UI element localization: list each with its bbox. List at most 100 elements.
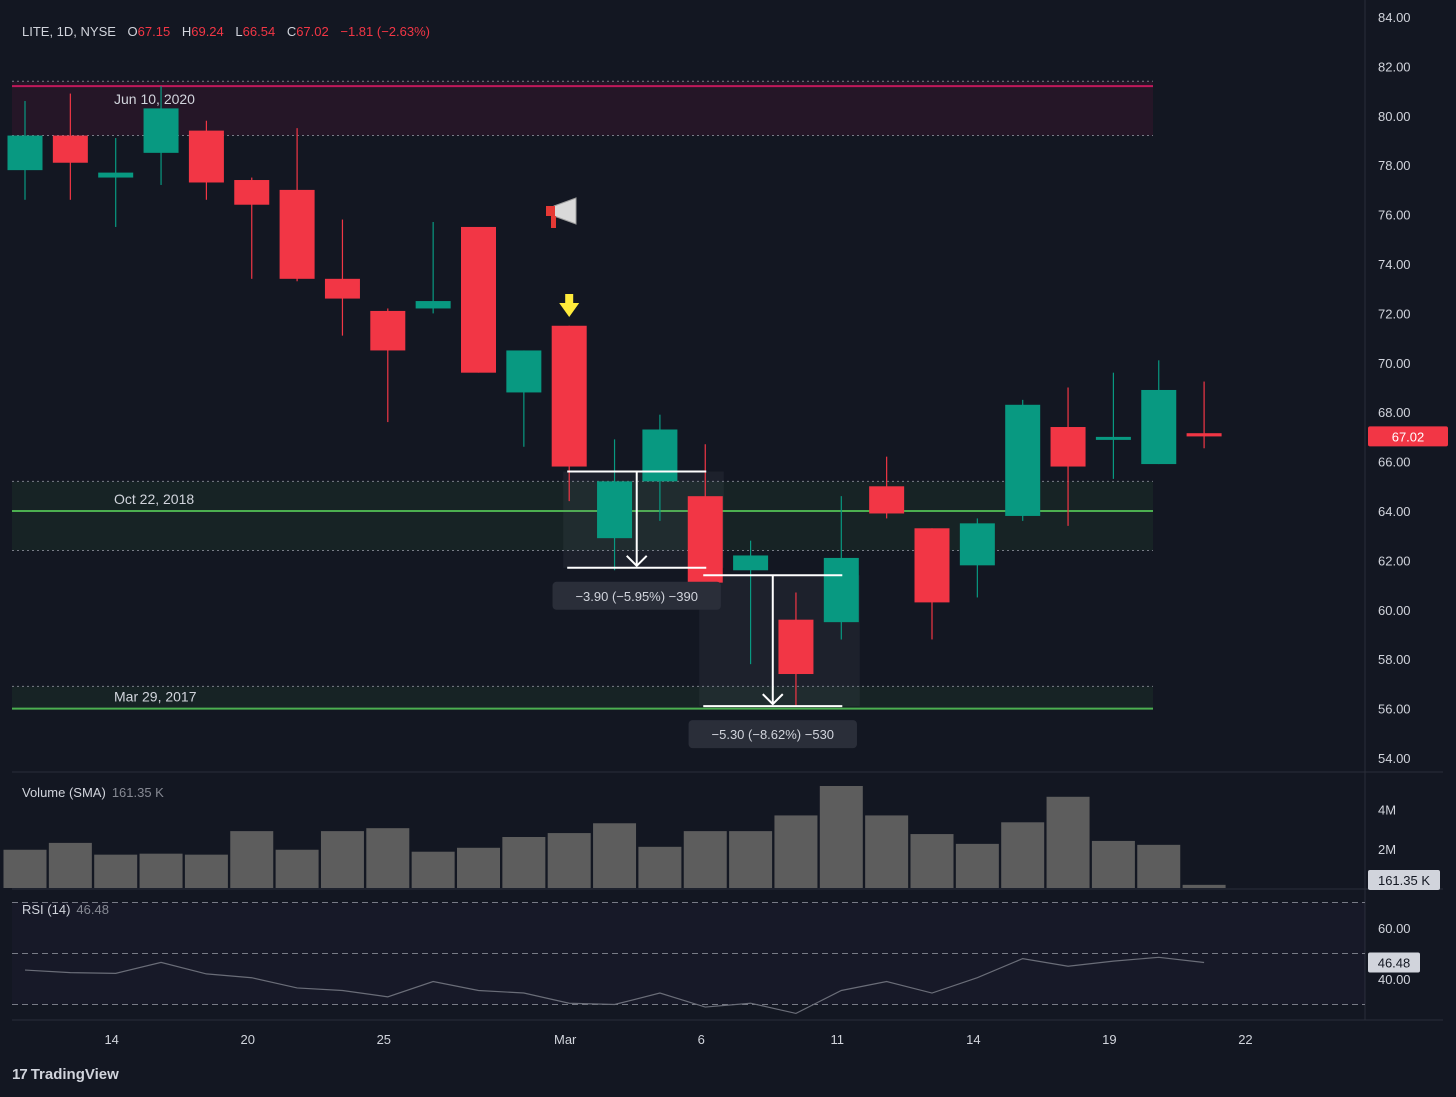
volume-bar	[1001, 822, 1045, 888]
volume-bar	[774, 815, 818, 888]
high-label: H	[181, 24, 192, 39]
measure-label: −3.90 (−5.95%) −390	[575, 589, 698, 604]
time-axis-tick-label: 14	[966, 1032, 980, 1047]
measure-arrow-head	[626, 555, 648, 568]
zone-date-label: Mar 29, 2017	[114, 689, 197, 705]
volume-pane-label[interactable]: Volume (SMA) 161.35 K	[22, 785, 164, 800]
volume-bar	[910, 834, 954, 888]
time-axis-tick-label: 11	[831, 1032, 845, 1047]
rsi-pane-label[interactable]: RSI (14) 46.48	[22, 902, 109, 917]
price-axis-tick-label: 56.00	[1378, 702, 1411, 717]
high-value: 69.24	[191, 24, 224, 39]
time-axis-tick-label: 14	[104, 1032, 118, 1047]
candle-body	[823, 557, 859, 623]
change-value: −1.81 (−2.63%)	[340, 24, 430, 39]
zone-band	[12, 686, 1153, 709]
candle-body	[597, 481, 633, 539]
volume-bar	[1137, 844, 1181, 888]
low-value: 66.54	[242, 24, 276, 39]
volume-bar	[865, 815, 909, 888]
close-label: C	[286, 24, 297, 39]
volume-bar	[366, 828, 410, 888]
candle-body	[914, 528, 950, 603]
volume-current-value: 161.35 K	[111, 785, 164, 800]
tradingview-logo-icon: 17	[12, 1066, 28, 1083]
volume-bar	[457, 847, 500, 888]
price-axis-tick-label: 80.00	[1378, 109, 1411, 124]
candle-body	[551, 325, 587, 467]
price-axis-tick-label: 60.00	[1378, 603, 1411, 618]
price-axis-tick-label: 58.00	[1378, 652, 1411, 667]
candle-body	[234, 180, 270, 205]
volume-bar	[3, 849, 47, 888]
volume-bar	[275, 849, 319, 888]
time-axis-tick-label: 20	[241, 1032, 255, 1047]
price-axis-tick-label: 70.00	[1378, 356, 1411, 371]
volume-title: Volume (SMA)	[22, 785, 106, 800]
volume-bar	[139, 853, 183, 888]
price-axis-tick-label: 64.00	[1378, 504, 1411, 519]
volume-axis-tick-label: 4M	[1378, 803, 1396, 818]
volume-bar	[593, 823, 637, 888]
candle-body	[188, 130, 224, 183]
tradingview-footer[interactable]: 17 TradingView	[12, 1066, 119, 1083]
volume-bar	[94, 854, 138, 888]
low-label: L	[235, 24, 243, 39]
close-value: 67.02	[296, 24, 329, 39]
open-value: 67.15	[137, 24, 171, 39]
candle-body	[642, 429, 678, 482]
candle-body	[98, 172, 134, 178]
price-axis-tick-label: 68.00	[1378, 405, 1411, 420]
time-axis-tick-label: 6	[698, 1032, 705, 1047]
candle-body	[461, 226, 496, 373]
time-axis-tick-label: 19	[1102, 1032, 1116, 1047]
time-axis-tick-label: 22	[1238, 1032, 1252, 1047]
price-axis-tick-label: 78.00	[1378, 158, 1411, 173]
symbol-header: LITE, 1D, NYSE O67.15 H69.24 L66.54 C67.…	[22, 24, 430, 39]
price-axis-tick-label: 72.00	[1378, 306, 1411, 321]
rsi-line	[24, 956, 1205, 1015]
volume-bar	[184, 854, 228, 888]
rsi-current-value: 46.48	[76, 902, 109, 917]
candle-body	[959, 523, 995, 566]
candle-body	[370, 310, 406, 351]
volume-bar	[48, 842, 92, 888]
volume-bar	[502, 837, 546, 888]
volume-bar	[638, 846, 682, 888]
candle-body	[52, 135, 88, 163]
candle-body	[869, 486, 905, 514]
volume-bar	[729, 831, 773, 888]
volume-bar	[819, 786, 863, 888]
volume-value-badge-text: 161.35 K	[1378, 873, 1430, 888]
candle-body	[415, 301, 451, 309]
down-arrow-icon	[559, 294, 580, 317]
time-axis-tick-label: 25	[377, 1032, 391, 1047]
rsi-title: RSI (14)	[22, 902, 71, 917]
volume-bar	[1182, 884, 1226, 888]
candle-body	[687, 496, 723, 583]
candle-body	[324, 278, 360, 299]
rsi-value-badge	[1368, 952, 1420, 973]
price-axis-tick-label: 62.00	[1378, 553, 1411, 568]
rsi-value-badge-text: 46.48	[1378, 955, 1411, 970]
megaphone-icon-handle	[551, 216, 556, 228]
volume-bar	[1046, 796, 1090, 888]
volume-bar	[683, 831, 727, 888]
open-label: O	[127, 24, 138, 39]
symbol-info: LITE, 1D, NYSE	[22, 24, 116, 39]
zone-date-label: Jun 10, 2020	[114, 91, 195, 107]
price-axis-tick-label: 66.00	[1378, 455, 1411, 470]
volume-bar	[1091, 840, 1135, 888]
measure-label: −5.30 (−8.62%) −530	[712, 727, 835, 742]
measure-label-box	[552, 581, 721, 610]
tradingview-brand: TradingView	[30, 1066, 119, 1083]
volume-axis-tick-label: 2M	[1378, 842, 1396, 857]
candle-body	[143, 108, 179, 153]
last-price-badge-text: 67.02	[1392, 429, 1425, 444]
candle-body	[733, 555, 769, 571]
rsi-axis-tick-label: 40.00	[1378, 972, 1411, 987]
volume-bar	[230, 831, 274, 888]
zone-band	[12, 81, 1153, 136]
volume-value-badge	[1368, 870, 1440, 890]
